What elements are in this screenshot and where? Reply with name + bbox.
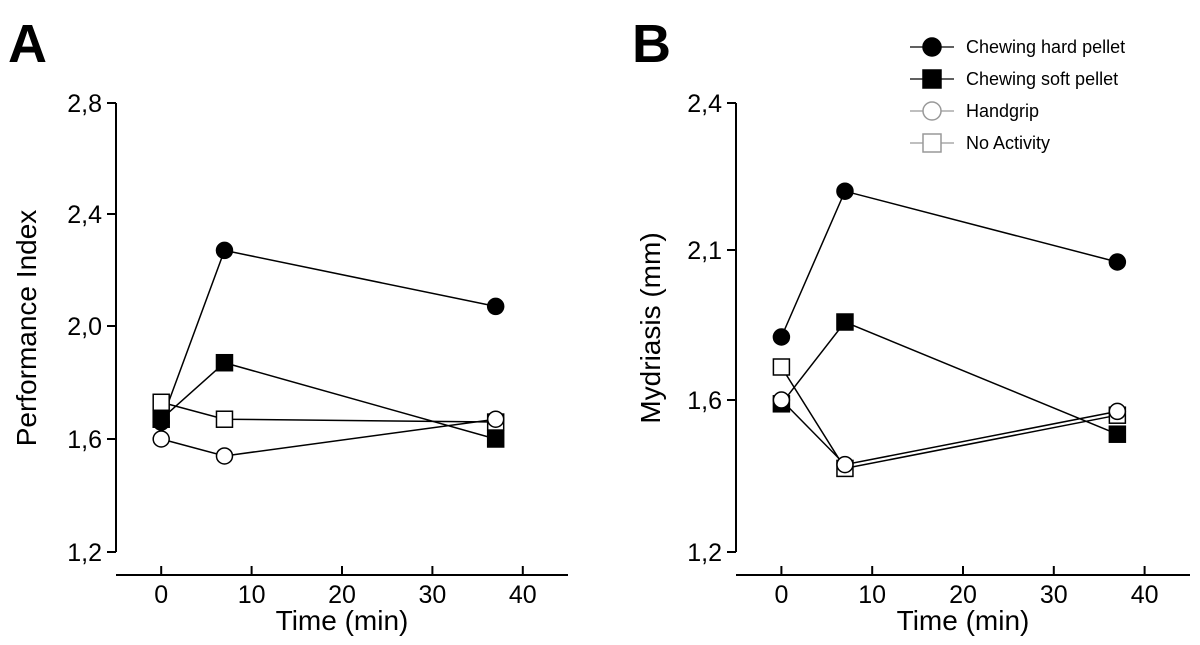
data-point-chewing-soft-pellet [152,410,170,428]
series-line-chewing-soft-pellet [780,321,1118,435]
data-point-chewing-soft-pellet [1108,425,1127,443]
legend: Chewing hard pellet Chewing soft pellet Ha… [910,37,1125,153]
x-tick-label: 10 [858,581,886,609]
series-line-handgrip [780,399,1118,466]
data-point-handgrip [836,455,854,474]
y-tick-label: 1,6 [687,387,722,415]
data-point-handgrip [152,430,170,448]
x-tick-label: 40 [509,581,537,609]
x-tick-label: 0 [774,581,788,609]
y-tick-label: 2,4 [67,201,102,229]
x-axis-title: Time (min) [276,605,409,636]
data-point-handgrip [772,391,791,409]
panel-letter: B [632,14,671,74]
legend-marker [922,37,942,57]
x-tick-label: 20 [949,581,977,609]
y-tick-label: 1,6 [67,426,102,454]
data-point-chewing-soft-pellet [836,313,854,331]
data-point-chewing-hard-pellet [772,328,791,346]
data-point-chewing-hard-pellet [215,241,234,260]
x-tick-label: 10 [238,581,266,609]
x-tick-label: 20 [328,581,356,609]
data-point-chewing-soft-pellet [486,430,505,448]
x-tick-label: 40 [1131,581,1159,609]
y-tick-label: 1,2 [67,539,102,567]
legend-marker [922,101,942,121]
data-point-handgrip [215,447,234,465]
series-line-no-activity [161,401,496,423]
data-point-chewing-hard-pellet [486,297,505,316]
data-point-chewing-hard-pellet [836,182,854,200]
legend-label: Chewing soft pellet [966,69,1118,89]
y-axis-title: Mydriasis (mm) [635,232,666,423]
data-point-handgrip [486,410,505,428]
legend-marker [922,69,942,89]
series-line-chewing-soft-pellet [160,361,496,440]
data-point-no-activity [215,410,234,428]
x-tick-label: 30 [1040,581,1068,609]
legend-item: Handgrip [910,101,1039,121]
panel-a: A 1,2 1,6 2,0 2,4 2,8 0 10 20 30 40 Time (min) Perfo… [8,14,568,636]
y-tick-label: 1,2 [687,539,722,567]
x-tick-label: 0 [154,581,168,609]
x-axis-title: Time (min) [897,605,1030,636]
legend-label: Chewing hard pellet [966,37,1125,57]
data-point-chewing-hard-pellet [1108,253,1127,271]
panel-letter: A [8,14,47,74]
data-point-no-activity [772,358,791,376]
y-tick-label: 2,1 [687,237,722,265]
x-tick-label: 30 [418,581,446,609]
data-point-no-activity [152,393,170,412]
legend-item: No Activity [910,133,1050,153]
data-point-chewing-soft-pellet [215,353,234,372]
data-point-handgrip [1108,402,1127,421]
legend-item: Chewing hard pellet [910,37,1125,57]
panel-b: B 1,2 1,6 2,1 2,4 0 10 20 30 40 Time (min) Mydriasi… [632,14,1190,636]
series-line-no-activity [780,366,1118,470]
y-axis-title: Performance Index [11,210,42,447]
y-tick-label: 2,8 [67,90,102,118]
legend-label: No Activity [966,133,1050,153]
legend-marker [922,133,942,153]
y-tick-label: 2,4 [687,90,722,118]
series-line-chewing-hard-pellet [160,249,496,423]
series-line-chewing-hard-pellet [780,190,1118,338]
legend-item: Chewing soft pellet [910,69,1118,89]
legend-label: Handgrip [966,101,1039,121]
y-tick-label: 2,0 [67,313,102,341]
